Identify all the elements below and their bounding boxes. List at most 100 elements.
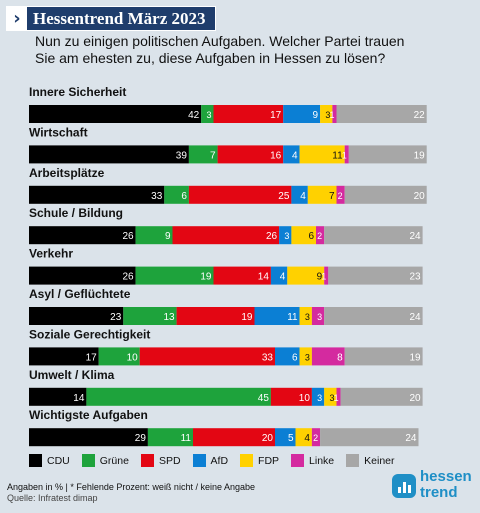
- bar-segment-gruene: [135, 226, 173, 245]
- legend-swatch: [81, 454, 95, 467]
- category-label: Asyl / Geflüchtete: [29, 287, 131, 301]
- data-label: 23: [110, 312, 122, 323]
- data-label: 45: [258, 393, 270, 404]
- data-label: 14: [73, 393, 85, 404]
- bar-segment-cdu: [29, 347, 99, 366]
- bar-segment-linke: [332, 105, 337, 123]
- category-label: Soziale Gerechtigkeit: [29, 327, 150, 341]
- legend-label: SPD: [158, 454, 181, 467]
- data-label: 3: [325, 110, 330, 120]
- data-label: 4: [300, 191, 306, 202]
- data-label: 20: [409, 393, 421, 404]
- question-line-2: Sie am ehesten zu, diese Aufgaben in Hes…: [35, 50, 386, 66]
- bar-segment-cdu: [29, 145, 189, 164]
- data-label: 3: [317, 312, 322, 322]
- data-label: 9: [165, 231, 171, 242]
- question-text: Nun zu einigen politischen Aufgaben. Wel…: [35, 33, 475, 67]
- data-label: 22: [414, 110, 426, 121]
- data-label: 19: [414, 150, 426, 161]
- data-label: 1: [334, 393, 339, 403]
- category-label: Wirtschaft: [29, 125, 88, 139]
- chart-legend: CDU Grüne SPD AfD FDP Linke Keiner: [29, 454, 407, 467]
- data-label: 2: [338, 191, 343, 201]
- bar-segment-gruene: [164, 185, 189, 204]
- logo-line-2: trend: [420, 484, 458, 501]
- data-label: 10: [299, 393, 311, 404]
- legend-item: FDP: [240, 454, 279, 467]
- bar-segment-fdp: [307, 185, 337, 204]
- data-label: 4: [280, 272, 286, 283]
- category-label: Verkehr: [29, 247, 73, 261]
- data-label: 29: [135, 433, 147, 444]
- data-label: 6: [292, 352, 298, 363]
- bar-segment-fdp: [291, 226, 316, 245]
- bar-segment-spd: [139, 347, 275, 366]
- category-label: Innere Sicherheit: [29, 85, 126, 99]
- bar-segment-afd: [291, 185, 308, 204]
- data-label: 33: [262, 352, 274, 363]
- bar-segment-afd: [275, 428, 296, 447]
- bar-segment-afd: [311, 387, 325, 406]
- data-label: 3: [284, 231, 289, 241]
- bar-segment-cdu: [29, 266, 136, 285]
- question-line-1: Nun zu einigen politischen Aufgaben. Wel…: [35, 33, 405, 49]
- data-label: 6: [181, 191, 187, 202]
- data-label: 33: [151, 191, 163, 202]
- bar-segment-keiner: [324, 307, 423, 325]
- category-label: Umwelt / Klima: [29, 368, 115, 382]
- bar-segment-afd: [275, 347, 300, 366]
- data-label: 3: [305, 312, 310, 322]
- data-label: 9: [313, 110, 319, 121]
- legend-label: Grüne: [99, 454, 129, 467]
- bar-segment-fdp: [324, 387, 337, 406]
- data-label: 14: [258, 272, 270, 283]
- bar-segment-cdu: [29, 185, 165, 204]
- bar-segment-keiner: [324, 226, 423, 245]
- bar-segment-cdu: [29, 226, 136, 245]
- data-label: 17: [86, 352, 98, 363]
- bar-segment-linke: [311, 428, 321, 447]
- data-label: 7: [210, 150, 216, 161]
- legend-label: Keiner: [364, 454, 395, 467]
- category-label: Schule / Bildung: [29, 206, 123, 220]
- bar-segment-gruene: [147, 428, 193, 447]
- data-label: 17: [270, 110, 282, 121]
- chevron-right-icon: ›: [7, 7, 27, 30]
- data-label: 1: [342, 150, 347, 160]
- data-label: 26: [122, 231, 134, 242]
- logo-text: hessen trend: [420, 469, 472, 501]
- data-label: 9: [317, 272, 323, 283]
- bar-segment-keiner: [340, 387, 423, 406]
- data-label: 8: [337, 352, 343, 363]
- data-label: 26: [122, 272, 134, 283]
- bar-segment-cdu: [29, 105, 202, 123]
- footnote: Angaben in % | * Fehlende Prozent: weiß …: [7, 482, 255, 504]
- bar-segment-afd: [283, 105, 321, 123]
- title-badge: › Hessentrend März 2023: [6, 6, 216, 31]
- bar-segment-fdp: [299, 145, 345, 164]
- bar-segment-spd: [213, 105, 284, 123]
- category-label: Arbeitsplätze: [29, 166, 105, 180]
- bar-segment-fdp: [320, 105, 333, 123]
- bar-segment-spd: [217, 145, 284, 164]
- data-label: 19: [409, 352, 421, 363]
- data-label: 19: [241, 312, 253, 323]
- data-label: 2: [313, 433, 318, 443]
- bar-segment-keiner: [320, 428, 419, 447]
- data-label: 16: [270, 150, 282, 161]
- legend-label: AfD: [210, 454, 229, 467]
- data-label: 19: [200, 272, 212, 283]
- footnote-note: Angaben in % | * Fehlende Prozent: weiß …: [7, 482, 255, 492]
- bar-segment-keiner: [344, 347, 423, 366]
- legend-label: Linke: [309, 454, 335, 467]
- legend-item: Grüne: [81, 454, 129, 467]
- data-label: 3: [317, 393, 322, 403]
- data-label: 5: [288, 433, 294, 444]
- bar-segment-linke: [336, 185, 345, 204]
- bar-segment-linke: [344, 145, 349, 164]
- bar-segment-afd: [279, 226, 292, 245]
- legend-item: AfD: [192, 454, 229, 467]
- bar-segment-keiner: [328, 266, 423, 285]
- bar-segment-linke: [311, 307, 325, 325]
- legend-item: CDU: [29, 454, 70, 467]
